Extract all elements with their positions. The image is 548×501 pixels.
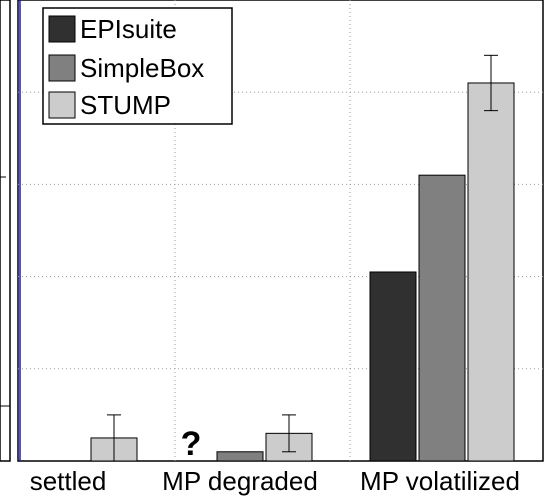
x-tick-label-2: MP volatilized (360, 466, 520, 496)
error-bar-stump-1 (282, 414, 296, 453)
bar-episuite-2 (369, 271, 417, 462)
legend-swatch-simplebox (48, 54, 76, 82)
legend-swatch-episuite (48, 15, 76, 43)
legend-label-stump: STUMP (80, 90, 171, 120)
legend-label-simplebox: SimpleBox (80, 53, 204, 83)
bars-group (90, 82, 515, 462)
error-bars-group (107, 54, 498, 462)
legend-label-episuite: EPIsuite (80, 14, 177, 44)
error-bar-stump-2 (484, 54, 498, 112)
bar-stump-2 (467, 82, 515, 462)
bar-simplebox-1 (216, 451, 264, 462)
error-bar-stump-0 (107, 414, 121, 462)
x-tick-labels: settled MP degraded MP volatilized (30, 466, 520, 496)
x-tick-label-0: settled (30, 466, 107, 496)
unknown-value-annotation: ? (181, 425, 202, 463)
x-tick-label-1: MP degraded (162, 466, 318, 496)
bar-simplebox-2 (418, 174, 466, 462)
legend-swatch-stump (48, 91, 76, 119)
legend: EPIsuite SimpleBox STUMP (42, 7, 233, 125)
left-panel-fragment (0, 0, 11, 462)
